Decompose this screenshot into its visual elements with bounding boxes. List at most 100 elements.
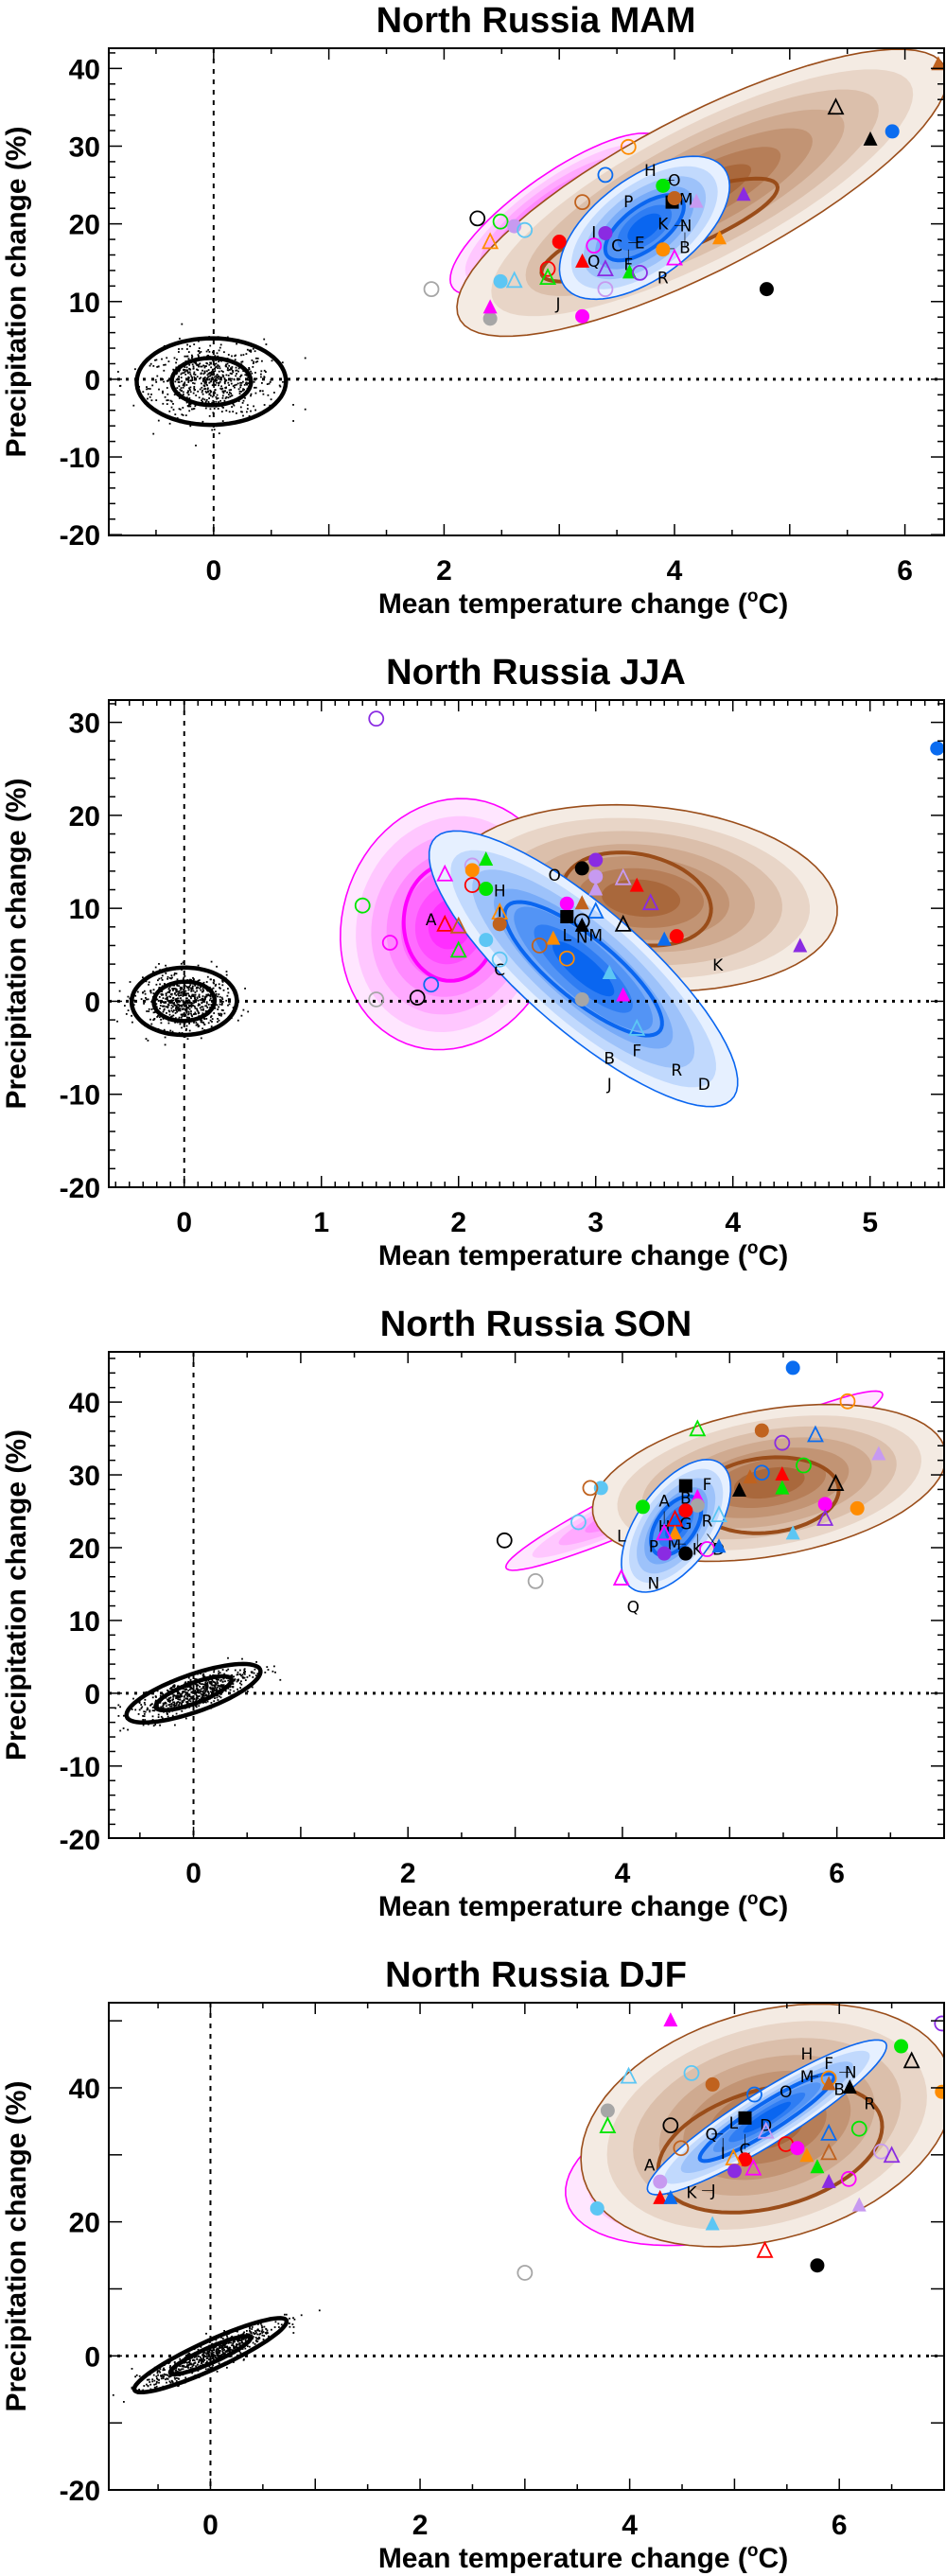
control-sample-dot: [217, 2355, 219, 2357]
control-sample-dot: [222, 2352, 224, 2355]
control-sample-dot: [191, 356, 194, 358]
filled-triangle-marker: [588, 881, 604, 896]
plot-frame: [108, 47, 945, 536]
control-sample-dot: [162, 2375, 165, 2378]
control-sample-dot: [229, 2341, 231, 2344]
control-sample-dot: [175, 1694, 177, 1697]
control-sample-dot: [162, 1707, 165, 1709]
control-sample-dot: [227, 381, 230, 384]
control-sample-dot: [192, 367, 195, 370]
control-sample-dot: [166, 2374, 169, 2376]
control-sample-dot: [219, 1685, 222, 1688]
control-sample-dot: [266, 1666, 269, 1668]
model-letter-label: P: [649, 1537, 658, 1556]
control-sample-dot: [177, 1008, 180, 1010]
control-sample-dot: [157, 2370, 159, 2373]
control-sample-dot: [140, 1707, 143, 1709]
control-sample-dot: [183, 1699, 185, 1702]
control-sample-dot: [196, 1688, 198, 1690]
control-sample-dot: [208, 994, 211, 997]
control-sample-dot: [247, 2345, 249, 2348]
control-sample-dot: [183, 1013, 185, 1015]
control-sample-dot: [201, 397, 204, 400]
control-sample-dot: [186, 1702, 189, 1705]
control-sample-dot: [182, 993, 184, 995]
y-tick-label: -20: [60, 520, 100, 552]
open-circle-marker: [368, 991, 385, 1008]
control-sample-dot: [194, 1677, 196, 1680]
control-sample-dot: [215, 2357, 218, 2358]
control-sample-dot: [223, 2343, 226, 2346]
control-sample-dot: [232, 2341, 235, 2343]
filled-triangle-marker: [575, 253, 590, 268]
control-sample-dot: [188, 995, 191, 997]
control-sample-dot: [218, 370, 220, 373]
control-sample-dot: [252, 362, 254, 364]
control-sample-dot: [175, 373, 178, 376]
model-letter-label: B: [680, 1490, 692, 1509]
control-sample-dot: [183, 992, 185, 995]
control-sample-dot: [184, 382, 186, 385]
control-sample-dot: [158, 2378, 160, 2381]
control-sample-dot: [146, 2383, 148, 2386]
control-sample-dot: [204, 390, 207, 393]
control-sample-dot: [175, 990, 178, 993]
model-letter-label: F: [703, 1476, 712, 1495]
control-sample-dot: [247, 1010, 250, 1013]
control-sample-dot: [170, 1009, 173, 1012]
control-sample-dot: [240, 2339, 243, 2341]
model-letter-label: A: [644, 2156, 656, 2175]
control-sample-dot: [222, 1684, 225, 1687]
control-cloud: [117, 323, 307, 457]
control-sample-dot: [211, 2350, 214, 2353]
control-sample-dot: [229, 2346, 232, 2349]
control-sample-dot: [228, 389, 231, 392]
control-sample-dot: [208, 394, 211, 395]
control-sample-dot: [169, 1705, 171, 1708]
control-sample-dot: [123, 1714, 125, 1717]
control-sample-dot: [178, 381, 181, 383]
control-sample-dot: [178, 1701, 181, 1704]
control-sample-dot: [175, 1009, 178, 1011]
control-sample-dot: [247, 1691, 249, 1692]
control-sample-dot: [168, 1002, 170, 1004]
control-sample-dot: [176, 2371, 179, 2373]
control-sample-dot: [180, 997, 182, 999]
control-sample-dot: [187, 1012, 190, 1015]
control-sample-dot: [212, 359, 214, 362]
control-sample-dot: [217, 364, 219, 367]
control-sample-dot: [211, 377, 214, 378]
control-sample-dot: [221, 981, 224, 983]
control-sample-dot: [292, 420, 294, 422]
control-sample-dot: [185, 992, 188, 995]
control-sample-dot: [173, 2361, 176, 2363]
y-tick-label: -10: [60, 443, 100, 474]
control-sample-dot: [215, 2339, 218, 2341]
control-sample-dot: [249, 2329, 251, 2332]
control-sample-dot: [173, 1702, 176, 1705]
control-sample-dot: [210, 374, 212, 377]
control-sample-dot: [176, 372, 179, 374]
x-tick-label: 4: [622, 2510, 638, 2541]
control-sample-dot: [214, 378, 216, 381]
open-circle-marker: [673, 2140, 690, 2157]
chart-title: North Russia DJF: [385, 1955, 687, 1995]
control-sample-dot: [162, 1702, 165, 1705]
filled-circle-marker: [669, 929, 684, 944]
control-sample-dot: [149, 1709, 151, 1711]
control-sample-dot: [162, 993, 165, 996]
open-circle-marker: [753, 1464, 770, 1481]
control-sample-dot: [207, 2350, 209, 2353]
control-sample-dot: [166, 399, 169, 401]
control-sample-dot: [208, 397, 210, 399]
control-sample-dot: [167, 1704, 170, 1707]
control-sample-dot: [181, 413, 184, 416]
blue-ellipse-contour: [627, 213, 662, 242]
control-sample-dot: [193, 2362, 196, 2365]
control-sample-dot: [227, 988, 229, 990]
control-sample-dot: [183, 369, 184, 372]
control-sample-dot: [134, 994, 137, 997]
control-sample-dot: [192, 1005, 195, 1007]
filled-triangle-marker: [663, 2012, 678, 2027]
control-sample-dot: [253, 1672, 255, 1674]
